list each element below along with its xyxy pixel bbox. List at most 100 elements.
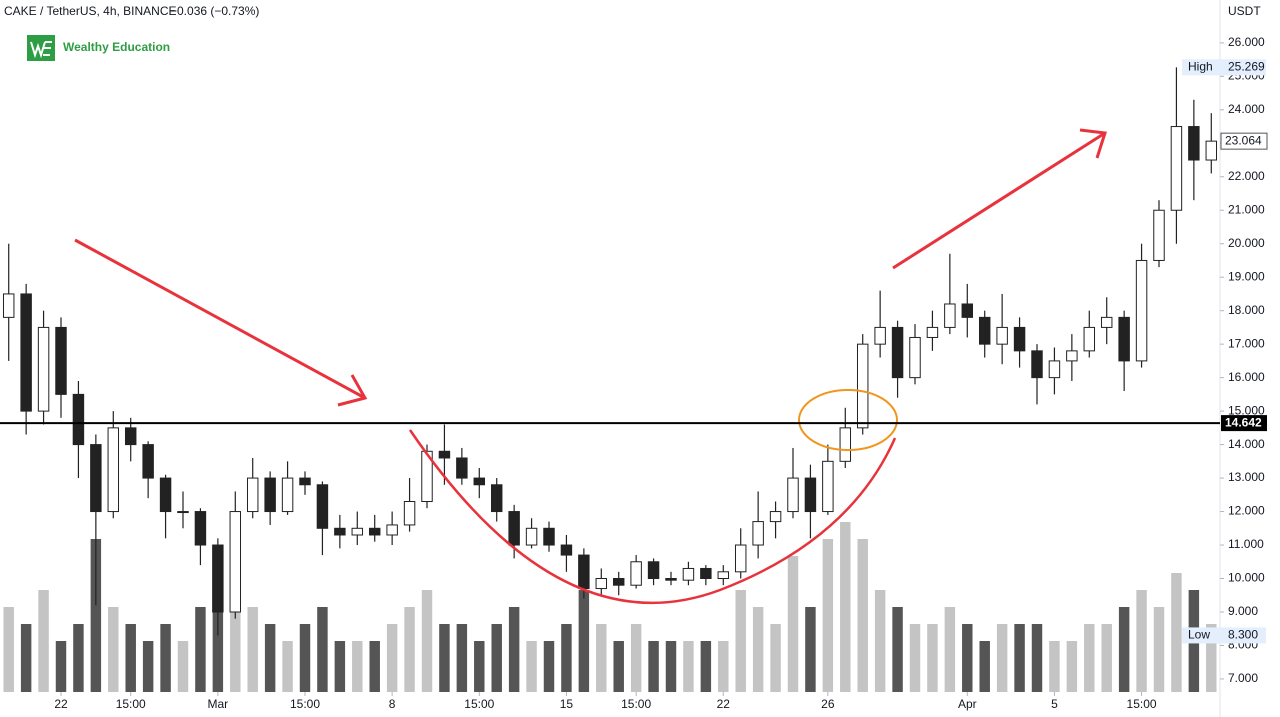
volume-bar xyxy=(962,624,973,692)
price-change: −0.036 (−0.73%) xyxy=(170,4,259,18)
candle-body xyxy=(944,303,956,328)
candle-body xyxy=(630,561,642,586)
volume-bar xyxy=(20,624,32,692)
volume-bar xyxy=(3,607,14,692)
volume-bar xyxy=(508,607,520,692)
volume-bar xyxy=(1136,590,1147,692)
y-tick-label: 17.000 xyxy=(1228,336,1265,350)
volume-bar xyxy=(1049,641,1060,692)
candle-body xyxy=(299,477,311,486)
y-tick-label: 12.000 xyxy=(1228,504,1265,518)
candle-body xyxy=(647,561,660,580)
marker-label: High xyxy=(1188,59,1213,73)
candle-body xyxy=(1048,360,1061,379)
candle-body xyxy=(595,578,608,590)
volume-bar xyxy=(1031,624,1043,692)
candle-body xyxy=(90,444,102,513)
candle-body xyxy=(1135,259,1148,362)
volume-bar xyxy=(735,590,746,692)
candle-body xyxy=(177,511,189,514)
logo-mark xyxy=(30,41,52,59)
y-tick-label: 9.000 xyxy=(1228,604,1258,618)
candle-body xyxy=(1153,209,1165,261)
candle-body xyxy=(55,326,67,395)
volume-bar xyxy=(439,624,450,692)
candle-body xyxy=(159,477,172,513)
candle-body xyxy=(72,393,85,446)
y-tick-label: 7.000 xyxy=(1228,671,1258,685)
volume-bar xyxy=(73,624,84,692)
candle-body xyxy=(822,460,834,513)
candle-body xyxy=(316,484,329,529)
volume-bar xyxy=(805,607,816,692)
volume-bar xyxy=(334,641,346,692)
volume-bar xyxy=(683,641,694,692)
marker-label: Low xyxy=(1188,628,1210,642)
candle-body xyxy=(456,457,468,479)
y-tick-label: 11.000 xyxy=(1228,537,1264,551)
trend-arrow xyxy=(892,128,1107,270)
marker-tag xyxy=(1182,59,1266,76)
volume-bar xyxy=(596,624,607,692)
volume-bar xyxy=(299,624,311,692)
volume-bar xyxy=(1066,641,1078,692)
level-tag xyxy=(1221,415,1267,432)
volume-bar xyxy=(944,607,956,692)
candle-body xyxy=(560,544,573,556)
candle-body xyxy=(107,427,120,513)
candle-body xyxy=(334,527,346,536)
candle-body xyxy=(700,567,712,580)
volume-bar xyxy=(1101,624,1112,692)
candle-body xyxy=(473,477,486,486)
candle-body xyxy=(543,527,555,546)
candle-body xyxy=(682,567,695,581)
volume-bar xyxy=(700,641,712,692)
volume-bar xyxy=(108,607,119,692)
x-tick-label: 22 xyxy=(717,697,731,711)
volume-bar xyxy=(578,590,590,692)
volume-bar xyxy=(38,590,49,692)
breakout-circle xyxy=(798,389,898,451)
y-tick-label: 19.000 xyxy=(1228,269,1265,283)
candle-body xyxy=(124,427,137,446)
volume-bar xyxy=(979,641,990,692)
last-price-tag xyxy=(1220,132,1268,150)
candle-body xyxy=(961,303,974,318)
candle-body xyxy=(978,316,991,345)
volume-bar xyxy=(752,607,764,692)
volume-bar xyxy=(718,641,729,692)
volume-bar xyxy=(491,624,502,692)
marker-value: 25.269 xyxy=(1228,59,1265,73)
candle-body xyxy=(578,554,590,590)
marker-tag xyxy=(1182,627,1266,644)
candle-body xyxy=(665,578,677,581)
volume-bar xyxy=(404,607,415,692)
candle-body xyxy=(525,527,538,546)
x-tick-label: Mar xyxy=(208,697,229,711)
candle-body xyxy=(212,544,224,613)
candle-body xyxy=(194,511,207,546)
trend-arrow xyxy=(74,238,368,407)
volume-bar xyxy=(1153,607,1165,692)
x-tick-label: 5 xyxy=(1051,697,1058,711)
volume-bar xyxy=(561,624,572,692)
candle-body xyxy=(909,336,921,379)
candle-body xyxy=(229,511,242,613)
candle-body xyxy=(856,343,869,429)
y-tick-label: 22.000 xyxy=(1228,169,1265,183)
volume-bar xyxy=(282,641,293,692)
candle-body xyxy=(769,511,782,523)
volume-bar xyxy=(421,590,433,692)
candle-body xyxy=(1100,316,1113,328)
volume-bar xyxy=(456,624,468,692)
candle-body xyxy=(1083,326,1096,352)
x-tick-label: 15:00 xyxy=(621,697,651,711)
candle-body xyxy=(1066,350,1078,362)
candle-body xyxy=(37,326,50,412)
volume-bar xyxy=(125,624,136,692)
candle-body xyxy=(386,524,398,536)
volume-bar xyxy=(665,641,677,692)
y-tick-label: 15.000 xyxy=(1228,403,1265,417)
candle-body xyxy=(1118,316,1130,362)
